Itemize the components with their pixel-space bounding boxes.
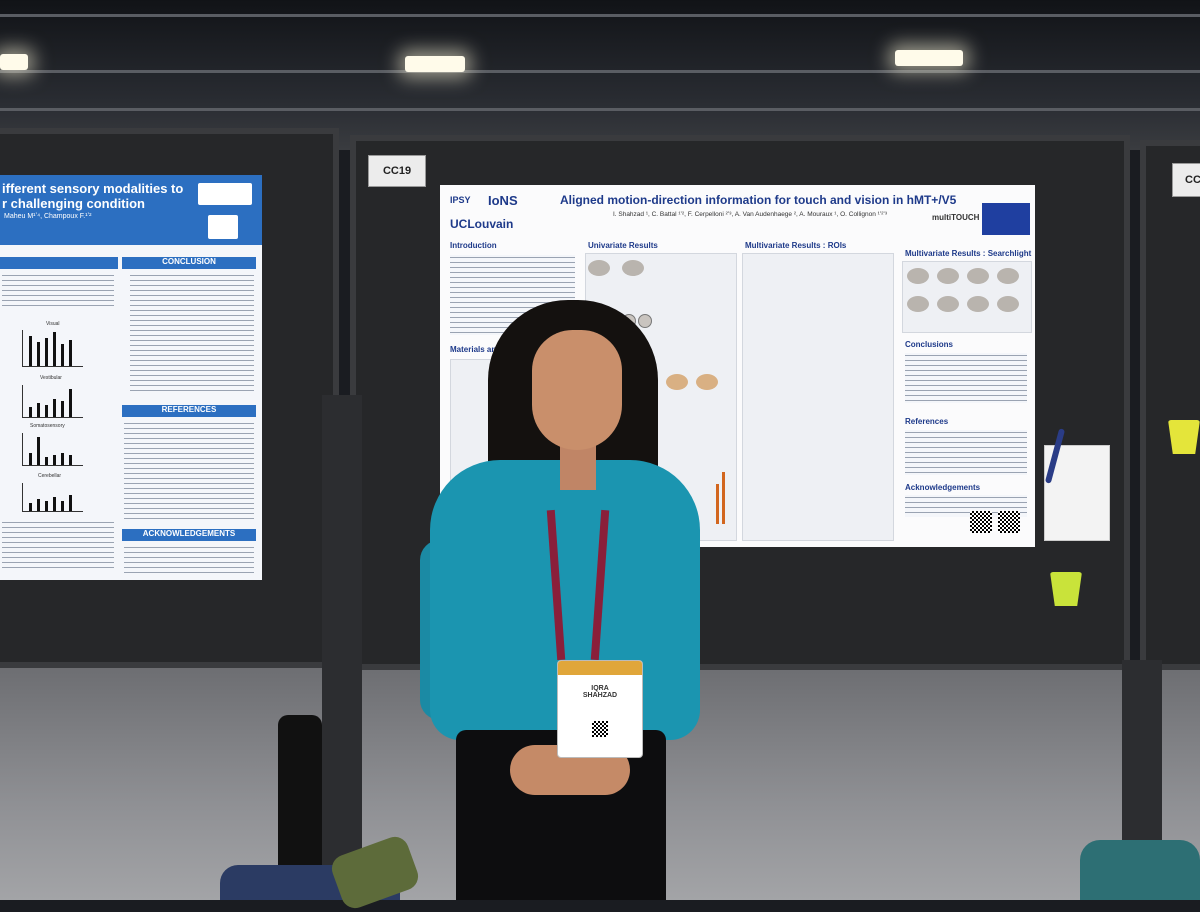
roi-results-panel — [742, 253, 894, 541]
section-heading — [0, 257, 118, 269]
ceiling-truss — [0, 108, 1200, 111]
section-heading: Multivariate Results : Searchlight — [905, 249, 1032, 258]
section-heading: ACKNOWLEDGEMENTS — [122, 529, 256, 541]
brain-icon — [696, 374, 718, 390]
section-heading: REFERENCES — [122, 405, 256, 417]
logo-multitouch: multiTOUCH — [932, 213, 980, 222]
person-face — [532, 330, 622, 450]
board-post — [1122, 660, 1162, 860]
chart-label: Cerebellar — [38, 473, 62, 479]
brain-icon — [907, 268, 929, 284]
brain-icon — [967, 268, 989, 284]
booth-label: CC19 — [368, 155, 426, 187]
brain-icon — [997, 268, 1019, 284]
poster-left-title: ifferent sensory modalities to — [2, 181, 184, 196]
brain-icon — [997, 296, 1019, 312]
text-block — [2, 520, 114, 570]
section-heading: Multivariate Results : ROIs — [745, 241, 847, 250]
logo-ions: IoNS — [488, 193, 518, 208]
brain-icon — [666, 374, 688, 390]
poster-authors: I. Shahzad ¹, C. Battal ¹ʼ², F. Cerpello… — [612, 211, 888, 218]
text-block — [905, 495, 1027, 517]
text-block — [130, 273, 254, 393]
section-heading: Introduction — [450, 241, 497, 250]
section-heading: References — [905, 417, 949, 426]
brain-icon — [907, 296, 929, 312]
bar-chart — [716, 464, 746, 524]
roi-icon — [638, 314, 652, 328]
logo — [208, 215, 238, 239]
name-badge: IQRA SHAHZAD — [557, 660, 643, 758]
logo — [198, 183, 252, 205]
ceiling-light — [0, 54, 28, 70]
poster-left-header: ifferent sensory modalities to r challen… — [0, 175, 262, 245]
mini-bar-chart — [22, 385, 83, 418]
brain-icon — [967, 296, 989, 312]
logo-ipsy: IPSY — [450, 195, 471, 205]
chart-label: Somatosensory — [30, 423, 65, 429]
text-block — [124, 421, 254, 521]
ceiling — [0, 0, 1200, 150]
poster-left-authors: Maheu M¹ʼ⁴, Champoux F.¹ʼ² — [4, 213, 92, 220]
eu-flag-icon — [982, 203, 1030, 235]
mini-bar-chart — [22, 483, 83, 512]
mini-bar-chart — [22, 330, 83, 367]
poster-board-right — [1140, 140, 1200, 670]
text-block — [124, 545, 254, 575]
badge-name: IQRA SHAHZAD — [558, 685, 642, 699]
section-heading: Acknowledgements — [905, 483, 981, 492]
chart-label: Vestibular — [40, 375, 62, 381]
ceiling-truss — [0, 70, 1200, 73]
brain-icon — [937, 296, 959, 312]
poster-left: ifferent sensory modalities to r challen… — [0, 175, 262, 580]
ceiling-truss — [0, 14, 1200, 17]
section-heading: Materials and Method — [450, 345, 532, 354]
ceiling-light — [405, 56, 465, 72]
qr-code-icon — [970, 511, 992, 533]
badge-name-last: SHAHZAD — [582, 692, 618, 699]
section-heading: Univariate Results — [588, 241, 658, 250]
badge-name-first: IQRA — [591, 685, 609, 692]
chart-label: Visual — [46, 321, 60, 327]
poster-title: Aligned motion-direction information for… — [560, 193, 957, 207]
mini-bar-chart — [22, 433, 83, 466]
cup-icon — [1050, 572, 1082, 606]
cup-icon — [1168, 420, 1200, 454]
brain-icon — [588, 260, 610, 276]
qr-code-icon — [998, 511, 1020, 533]
brain-icon — [937, 268, 959, 284]
poster-left-title: r challenging condition — [2, 196, 145, 211]
text-block — [905, 353, 1027, 403]
logo-uclouvain: UCLouvain — [450, 217, 514, 231]
brain-icon — [622, 260, 644, 276]
section-heading: Conclusions — [905, 340, 954, 349]
section-heading: CONCLUSION — [122, 257, 256, 269]
ceiling-light — [895, 50, 963, 66]
backpack — [1080, 840, 1200, 900]
booth-label: CC — [1172, 163, 1200, 197]
qr-code-icon — [592, 721, 608, 737]
board-post — [322, 395, 362, 875]
text-block — [2, 273, 114, 309]
text-block — [905, 430, 1027, 475]
searchlight-panel — [902, 261, 1032, 333]
